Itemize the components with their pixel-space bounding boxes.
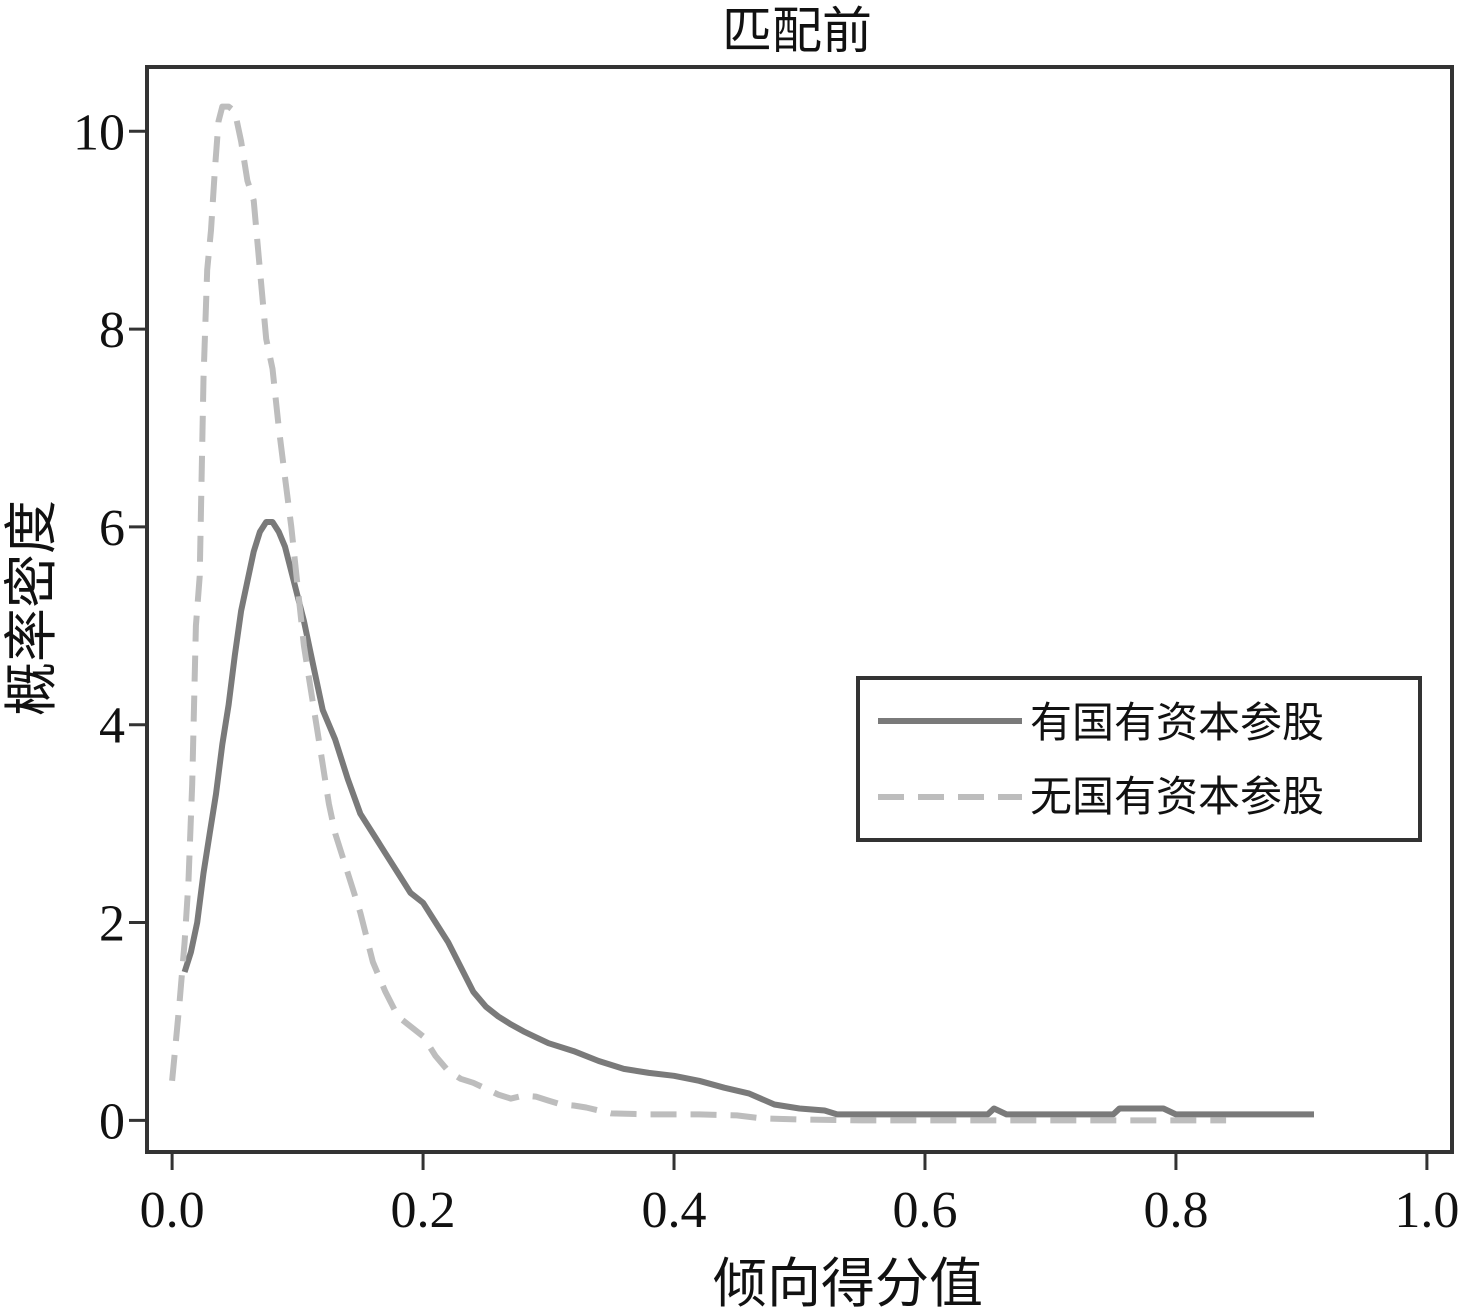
- legend-label-non-state-owned: 无国有资本参股: [1030, 772, 1324, 821]
- series-layer: [169, 103, 1314, 1124]
- y-tick-label: 4: [99, 698, 125, 755]
- plot-frame: [145, 65, 1454, 1154]
- legend-label-state-owned: 有国有资本参股: [1030, 698, 1324, 747]
- series-line-1: [169, 103, 1227, 1124]
- x-tick-label: 0.0: [140, 1182, 205, 1239]
- x-tick-label: 0.2: [391, 1182, 456, 1239]
- x-tick-label: 0.6: [892, 1182, 957, 1239]
- chart-title: 匹配前: [722, 2, 872, 60]
- y-tick-label: 0: [99, 1093, 125, 1150]
- y-axis-label: 概率密度: [0, 500, 63, 716]
- y-axis: 0 2 4 6 8 10: [73, 104, 147, 1150]
- x-axis-label: 倾向得分值: [713, 1252, 983, 1309]
- legend-box: [856, 676, 1422, 842]
- x-tick-label: 1.0: [1394, 1182, 1459, 1239]
- x-tick-label: 0.4: [642, 1182, 707, 1239]
- y-tick-label: 6: [99, 500, 125, 557]
- x-axis: 0.0 0.2 0.4 0.6 0.8 1.0: [140, 1152, 1459, 1239]
- legend: 有国有资本参股 无国有资本参股: [856, 676, 1422, 842]
- x-tick-label: 0.8: [1143, 1182, 1208, 1239]
- y-tick-label: 2: [99, 896, 125, 953]
- series-line-0: [181, 519, 1314, 1118]
- y-tick-label: 10: [73, 104, 125, 161]
- y-tick-label: 8: [99, 302, 125, 359]
